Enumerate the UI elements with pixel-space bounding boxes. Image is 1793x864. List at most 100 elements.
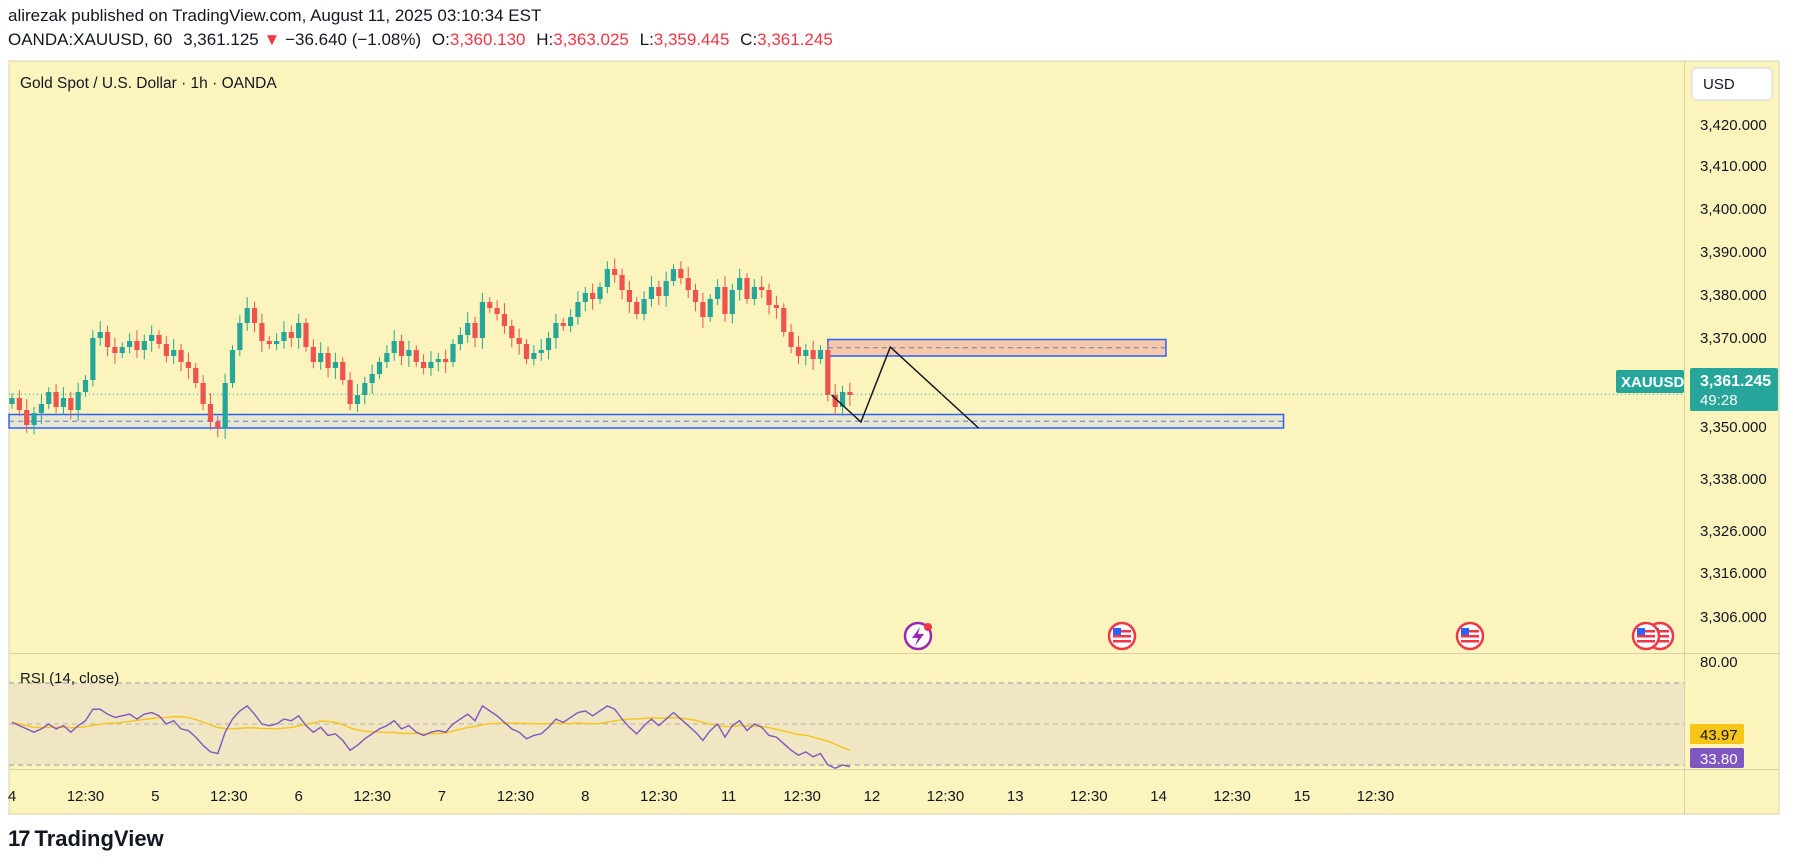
candle-body [450, 344, 456, 362]
x-tick-label: 15 [1294, 788, 1311, 805]
us-flag-event-icon[interactable] [1107, 621, 1137, 651]
y-tick-label: 3,420.000 [1700, 117, 1767, 134]
projection-path[interactable] [831, 345, 980, 429]
candle-body [626, 290, 632, 302]
candle [237, 315, 243, 357]
resistance-zone[interactable] [827, 338, 1167, 357]
candle [406, 340, 412, 367]
main-pane[interactable] [9, 61, 1684, 653]
x-tick-label: 12:30 [1357, 788, 1395, 805]
tradingview-logo[interactable]: 17 TradingView [8, 826, 164, 852]
candle-body [340, 362, 346, 380]
candle-body [788, 332, 794, 347]
candle-body [318, 353, 324, 362]
chart-title: Gold Spot / U.S. Dollar · 1h · OANDA [20, 75, 277, 92]
candle-body [97, 332, 103, 338]
candle [516, 328, 522, 355]
us-flag-event-icon-2[interactable] [1455, 621, 1485, 651]
candle [641, 291, 647, 321]
candle [149, 325, 155, 352]
candle-body [568, 317, 574, 326]
candle-body [38, 404, 44, 413]
candle-body [296, 323, 302, 338]
candle-body [707, 299, 713, 317]
candle [97, 321, 103, 346]
candle-body [104, 332, 111, 347]
candle-body [803, 350, 809, 356]
candle [384, 345, 390, 369]
candle-body [685, 278, 691, 290]
candle-body [744, 278, 750, 299]
candle-body [362, 383, 368, 395]
candle-body [163, 344, 169, 356]
candle-body [494, 308, 500, 314]
x-axis-ticks: 4 12:30 5 12:30 6 12:30 7 12:30 8 12:30 11 12:30 12 1… [8, 788, 1394, 805]
candle [38, 394, 44, 424]
x-tick-label: 12:30 [640, 788, 678, 805]
candle [68, 391, 74, 420]
candle-body [759, 287, 765, 290]
candle [707, 294, 713, 322]
candle-body [678, 269, 684, 278]
price-tag-price: 3,361.245 [1700, 373, 1771, 390]
candle-body [773, 305, 779, 308]
candle [90, 330, 96, 387]
y-axis-ticks: 3,420.000 3,410.000 3,400.000 3,390.000 3,38… [1700, 117, 1767, 626]
y-tick-label: 3,390.000 [1700, 244, 1767, 261]
candle [82, 375, 89, 397]
price-axis[interactable] [1685, 61, 1779, 769]
symbol-name[interactable]: OANDA:XAUUSD, 60 [8, 30, 173, 49]
candle [281, 321, 287, 349]
candle [465, 312, 471, 343]
candle-body [766, 290, 772, 305]
candle-body [641, 299, 647, 314]
x-tick-label: 13 [1007, 788, 1024, 805]
candle [457, 327, 463, 351]
candle [244, 297, 250, 331]
candles [9, 258, 853, 439]
candle [16, 390, 22, 417]
currency-button[interactable] [1691, 67, 1773, 101]
close-value: 3,361.245 [757, 30, 833, 49]
candle [715, 279, 721, 306]
candle [296, 313, 302, 349]
y-tick-label: 3,350.000 [1700, 419, 1767, 436]
y-tick-label: 3,306.000 [1700, 609, 1767, 626]
candle [545, 331, 552, 360]
rsi-line [11, 704, 851, 770]
candle [685, 267, 691, 298]
publish-info: alirezak published on TradingView.com, A… [8, 6, 542, 25]
candle [347, 372, 353, 411]
candle-body [516, 338, 522, 344]
candle [803, 343, 809, 366]
candle-body [832, 395, 838, 407]
candle-body [523, 344, 530, 359]
brand-name: TradingView [34, 826, 164, 851]
candle-body [171, 350, 177, 356]
candle [744, 273, 750, 304]
candle [832, 384, 838, 415]
time-axis[interactable] [9, 770, 1779, 814]
candle [127, 333, 133, 354]
candle [523, 339, 530, 364]
zones[interactable] [8, 338, 1285, 429]
candle-body [648, 287, 655, 299]
flash-event-icon[interactable] [903, 621, 933, 651]
y-tick-label: 3,316.000 [1700, 565, 1767, 582]
price-change: −36.640 (−1.08%) [285, 30, 422, 49]
candle [619, 268, 625, 300]
y-tick-label: 3,370.000 [1700, 330, 1767, 347]
candle-body [406, 350, 412, 356]
rsi-ma-tag [1690, 724, 1744, 744]
candle-body [634, 302, 640, 314]
candle [590, 283, 596, 310]
candle-body [200, 383, 206, 404]
candle-body [509, 326, 515, 338]
candle-body [222, 383, 228, 428]
y-tick-label: 3,380.000 [1700, 287, 1767, 304]
symbol-tag [1616, 370, 1684, 393]
y-tick-label: 3,326.000 [1700, 523, 1767, 540]
us-flag-event-icon-4[interactable] [1631, 621, 1661, 651]
candle-body [413, 350, 419, 362]
